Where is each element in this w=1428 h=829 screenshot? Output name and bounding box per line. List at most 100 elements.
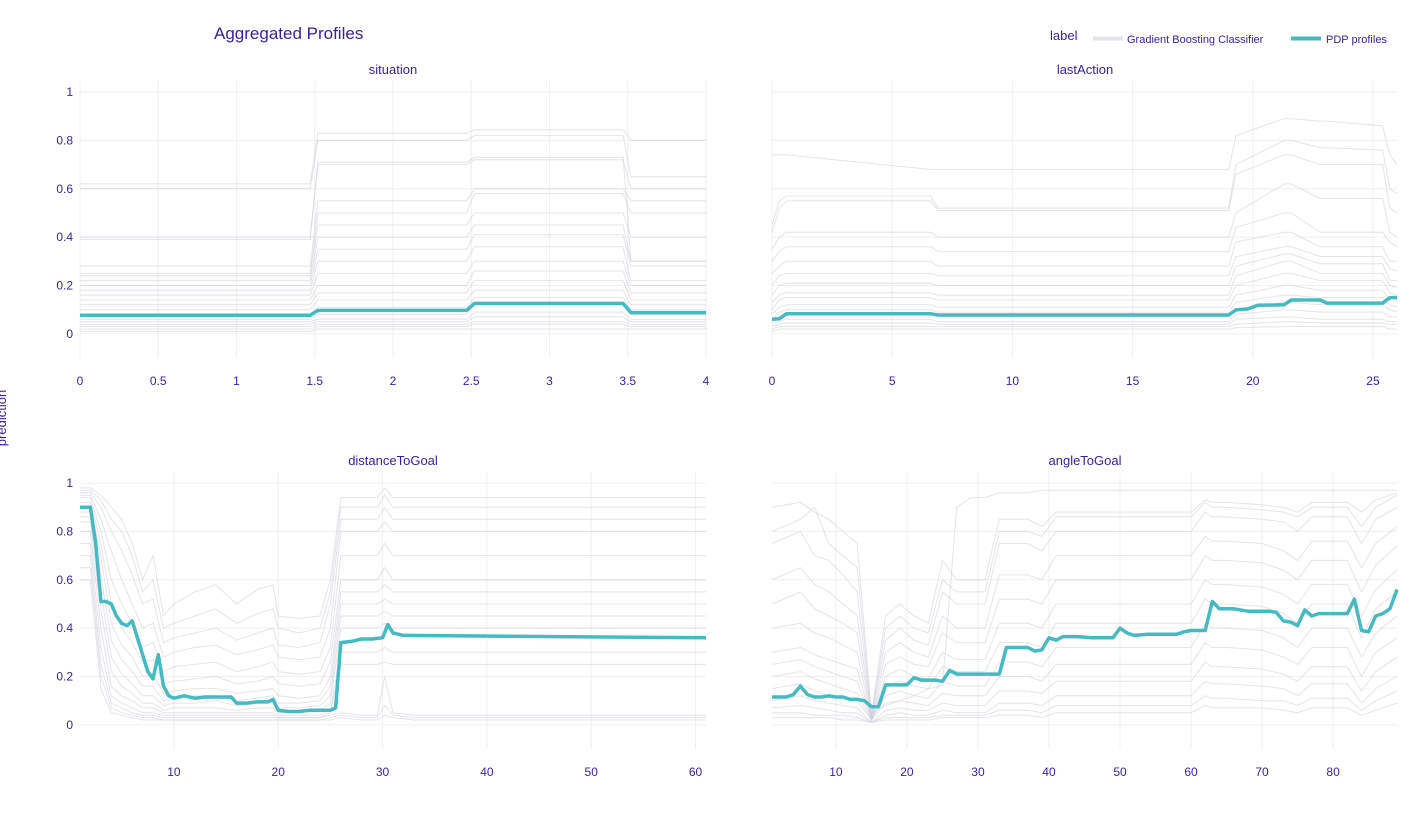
x-tick-label: 20 <box>272 765 286 779</box>
ice-line <box>771 294 1398 320</box>
y-tick-label: 1 <box>66 476 73 490</box>
ice-line <box>80 579 706 721</box>
ice-line <box>80 530 706 716</box>
y-tick-label: 0.6 <box>56 182 73 196</box>
panel-angleToGoal: angleToGoal 10 20 30 40 50 60 70 80 <box>771 453 1399 779</box>
x-tick-label: 50 <box>1113 765 1127 779</box>
y-tick-label: 0.8 <box>56 133 73 147</box>
x-tick-label: 30 <box>376 765 390 779</box>
y-tick-label: 0.8 <box>56 524 73 538</box>
y-tick-label: 0.4 <box>56 230 73 244</box>
x-tick-label: 40 <box>480 765 494 779</box>
panel-distanceToGoal: distanceToGoal 10 20 30 40 50 60 0 0.2 0.4 0.6 0.8 1 <box>56 453 707 779</box>
ice-line <box>771 212 1398 262</box>
ice-line <box>771 183 1398 250</box>
ice-line <box>771 309 1397 325</box>
x-tick-label: 20 <box>900 765 914 779</box>
panel-title: situation <box>369 62 417 77</box>
y-tick-label: 0.2 <box>56 669 73 683</box>
pdp-line <box>772 588 1399 709</box>
ice-line <box>80 289 706 311</box>
ice-line <box>80 270 706 301</box>
ice-line <box>771 321 1397 330</box>
legend-label-pdp: PDP profiles <box>1326 34 1387 46</box>
ice-line <box>80 156 706 262</box>
panel-title: angleToGoal <box>1049 453 1122 468</box>
ice-line <box>771 246 1398 286</box>
ice-line <box>771 154 1398 233</box>
x-tick-label: 2.5 <box>463 374 480 388</box>
x-tick-label: 60 <box>1184 765 1198 779</box>
ice-line <box>80 224 706 282</box>
y-tick-label: 0.2 <box>56 278 73 292</box>
pdp-line <box>80 301 706 317</box>
ice-line <box>80 234 706 286</box>
panel-title: lastAction <box>1057 62 1113 77</box>
ice-line <box>771 260 1398 303</box>
x-tick-label: 10 <box>1006 374 1020 388</box>
legend-title: label <box>1050 28 1078 43</box>
ice-line <box>80 129 706 185</box>
ice-line <box>80 328 706 332</box>
pdp-line <box>771 295 1397 322</box>
legend-label-gbc: Gradient Boosting Classifier <box>1127 34 1264 46</box>
ice-line <box>771 231 1397 274</box>
ice-line <box>80 188 706 267</box>
ice-line <box>80 511 706 704</box>
ice-line <box>80 494 706 661</box>
ice-line <box>80 543 706 719</box>
legend-item-pdp[interactable]: PDP profiles <box>1291 34 1387 46</box>
x-tick-label: 4 <box>703 374 710 388</box>
pdp-line <box>80 505 707 714</box>
ice-line <box>80 501 706 687</box>
x-tick-label: 15 <box>1126 374 1140 388</box>
ice-line <box>771 139 1398 226</box>
y-tick-label: 0.6 <box>56 573 73 587</box>
y-tick-label: 1 <box>66 85 73 99</box>
ice-line <box>80 321 706 328</box>
x-tick-label: 80 <box>1326 765 1340 779</box>
ice-line <box>772 118 1398 170</box>
ice-line <box>80 497 706 675</box>
y-tick-label: 0.4 <box>56 621 73 635</box>
ice-line <box>80 260 706 296</box>
ice-line <box>80 280 706 306</box>
ice-line <box>80 521 706 714</box>
ice-line <box>80 555 706 719</box>
ice-line <box>80 316 706 325</box>
x-tick-label: 5 <box>889 374 896 388</box>
ice-line <box>771 545 1398 721</box>
ice-line <box>80 323 706 330</box>
legend[interactable]: label Gradient Boosting Classifier PDP p… <box>1050 28 1387 46</box>
ice-line <box>80 506 706 699</box>
ice-line <box>771 316 1397 328</box>
ice-line <box>80 212 706 277</box>
x-tick-label: 20 <box>1246 374 1260 388</box>
chart-title: Aggregated Profiles <box>214 24 363 43</box>
ice-line <box>80 487 706 620</box>
x-tick-label: 0 <box>769 374 776 388</box>
ice-line <box>771 326 1397 332</box>
ice-line <box>80 246 706 291</box>
x-tick-label: 0 <box>77 374 84 388</box>
y-axis-label: prediction <box>0 390 9 446</box>
ice-line <box>80 489 706 634</box>
x-tick-label: 60 <box>689 765 703 779</box>
ice-line <box>80 311 706 323</box>
legend-item-ice[interactable]: Gradient Boosting Classifier <box>1093 34 1264 46</box>
ice-line <box>80 193 706 274</box>
x-tick-label: 1.5 <box>306 374 323 388</box>
x-tick-label: 3 <box>546 374 553 388</box>
x-tick-label: 70 <box>1255 765 1269 779</box>
ice-line <box>771 637 1398 721</box>
ice-line <box>772 702 1398 723</box>
y-tick-label: 0 <box>66 327 73 341</box>
panel-situation: situation 0 0.5 1 1.5 2 2.5 3 3.5 4 0 0.2 0.4 0.6 0.8 1 <box>56 62 709 388</box>
x-tick-label: 25 <box>1366 374 1380 388</box>
x-tick-label: 10 <box>167 765 181 779</box>
ice-line <box>771 253 1397 296</box>
x-tick-label: 0.5 <box>150 374 167 388</box>
ice-line <box>80 492 706 649</box>
x-tick-label: 30 <box>971 765 985 779</box>
